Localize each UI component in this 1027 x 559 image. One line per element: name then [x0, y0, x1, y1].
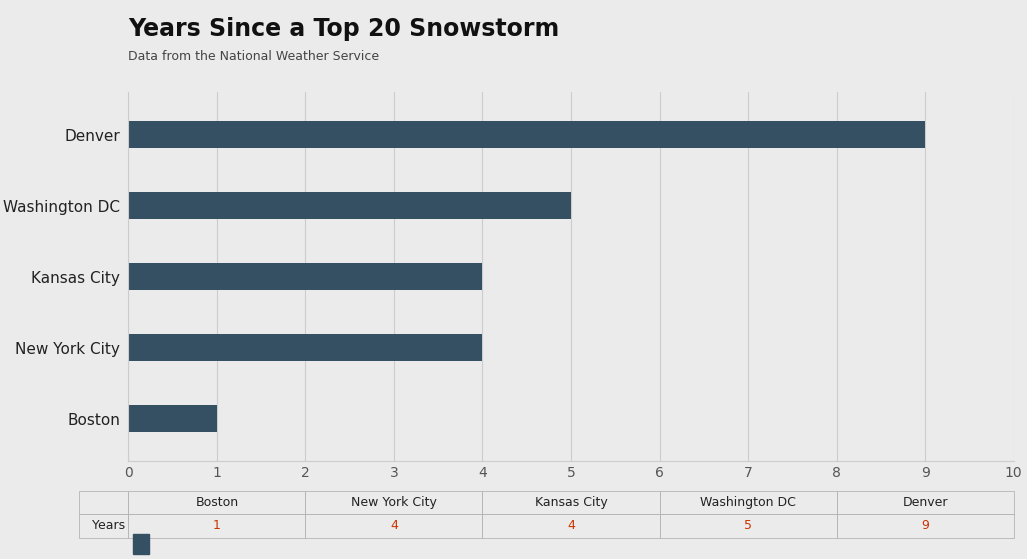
Text: Years Since a Top 20 Snowstorm: Years Since a Top 20 Snowstorm	[128, 17, 560, 41]
Bar	[128, 192, 571, 219]
Bar	[132, 534, 149, 553]
Bar	[128, 405, 217, 432]
Bar	[128, 263, 483, 290]
Bar	[128, 121, 925, 148]
Bar	[128, 334, 483, 361]
Text: Data from the National Weather Service: Data from the National Weather Service	[128, 50, 380, 63]
